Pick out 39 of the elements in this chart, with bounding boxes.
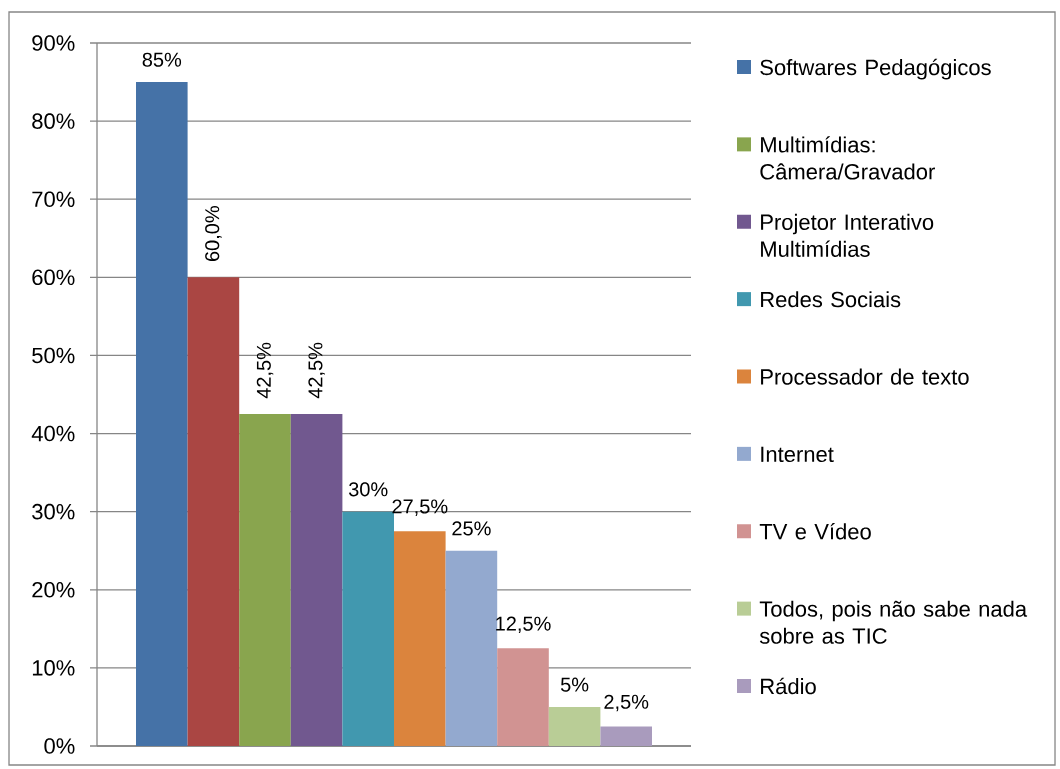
legend-label: Softwares Pedagógicos (760, 58, 991, 80)
legend-label: Processador de texto (761, 368, 969, 385)
legend-label: Projetor Interativo Multimídias (761, 213, 934, 257)
bar (600, 726, 652, 746)
bar (497, 648, 549, 746)
y-tick-label: 40% (31, 425, 75, 442)
bar (290, 414, 343, 746)
bar (394, 531, 446, 746)
legend-label: TV e Vídeo (759, 523, 871, 540)
legend-label: Todos, pois não sabe nada sobre as TIC (759, 600, 1028, 644)
y-tick-label: 50% (32, 347, 75, 364)
data-label: 42,5% (308, 342, 325, 399)
data-label: 27,5% (392, 499, 448, 516)
data-label: 2,5% (604, 694, 649, 712)
data-label: 12,5% (496, 616, 551, 634)
bar (342, 511, 394, 746)
data-label: 5% (560, 677, 589, 692)
y-tick-label: 70% (32, 191, 75, 208)
y-tick-label: 30% (32, 503, 75, 520)
data-label: 85% (142, 52, 182, 67)
y-tick-label: 80% (32, 113, 75, 129)
y-tick-label: 60% (32, 269, 75, 286)
legend-label: Rádio (761, 677, 816, 695)
bar (445, 550, 498, 746)
data-label: 25% (452, 521, 491, 536)
bar (136, 82, 188, 746)
legend-label: Internet (761, 446, 834, 463)
y-tick-label: 20% (32, 581, 75, 598)
y-tick-label: 90% (32, 35, 75, 51)
y-tick-label: 0% (44, 738, 75, 754)
legend-label: Multimídias: Câmera/Gravador (760, 136, 935, 180)
bar (187, 277, 240, 746)
bar (239, 414, 291, 746)
legend-label: Redes Sociais (761, 291, 901, 308)
data-label: 42,5% (256, 342, 274, 399)
bar (548, 706, 601, 746)
y-tick-label: 10% (32, 660, 75, 676)
data-label: 30% (348, 482, 388, 497)
data-label: 60,0% (205, 206, 222, 262)
